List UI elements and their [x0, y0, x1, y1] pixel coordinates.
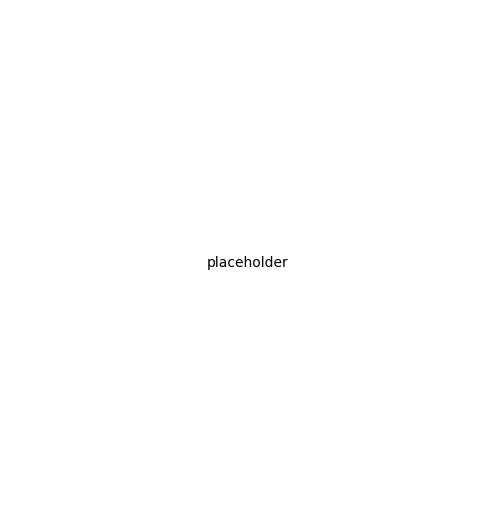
Text: placeholder: placeholder: [206, 256, 288, 270]
